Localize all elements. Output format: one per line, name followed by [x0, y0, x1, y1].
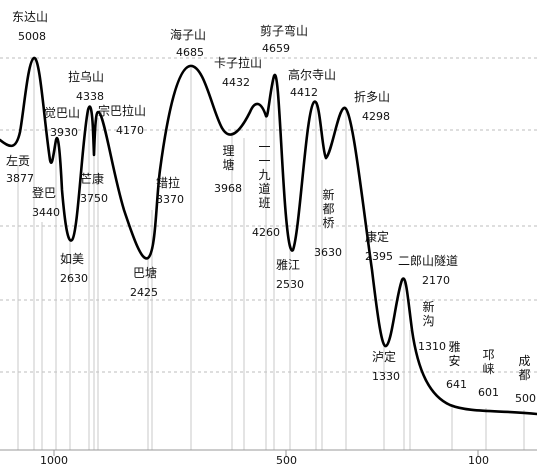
station-name: 东达山 [12, 10, 49, 24]
station-name: 海子山 [170, 28, 207, 42]
station-name: 巴塘 [133, 266, 158, 280]
station-elevation: 3440 [32, 206, 60, 219]
station-elevation: 4685 [176, 46, 204, 59]
station-elevation: 4432 [222, 76, 250, 89]
station-elevation: 3930 [50, 126, 78, 139]
station-elevation: 3968 [214, 182, 242, 195]
x-axis-ticks [53, 450, 479, 456]
station-elevation: 2425 [130, 286, 158, 299]
station-elevation: 641 [446, 378, 467, 391]
station-elevation: 601 [478, 386, 499, 399]
station-elevation: 4170 [116, 124, 144, 137]
station-name: 宗巴拉山 [98, 104, 147, 118]
station-elevation: 1330 [372, 370, 400, 383]
station-elevation: 2530 [276, 278, 304, 291]
station-name: 新沟 [422, 300, 435, 328]
station-elevation: 2630 [60, 272, 88, 285]
station-elevation: 1310 [418, 340, 446, 353]
station-name: 高尔寺山 [288, 68, 337, 82]
station-name: 雅江 [276, 258, 301, 272]
station-elevation: 4412 [290, 86, 318, 99]
station-elevation: 4260 [252, 226, 280, 239]
station-elevation: 4298 [362, 110, 390, 123]
station-name: 康定 [365, 230, 390, 244]
station-name: 芒康 [80, 172, 105, 186]
x-tick-label: 500 [276, 454, 297, 467]
x-tick-label: 1000 [40, 454, 68, 467]
station-elevation: 4338 [76, 90, 104, 103]
station-elevation: 2170 [422, 274, 450, 287]
station-name: 卡子拉山 [214, 56, 263, 70]
station-elevation: 5008 [18, 30, 46, 43]
elevation-curve [0, 56, 537, 416]
station-elevation: 3750 [80, 192, 108, 205]
station-name: 新都桥 [322, 188, 335, 230]
station-guide-lines [17, 60, 525, 450]
station-name: 错拉 [156, 176, 181, 190]
station-name: 觉巴山 [44, 106, 81, 120]
station-name: 登巴 [32, 186, 57, 200]
station-elevation: 500 [515, 392, 536, 405]
station-name: 一一九道班 [258, 140, 271, 210]
station-elevation: 3877 [6, 172, 34, 185]
station-name: 折多山 [354, 90, 391, 104]
station-name: 成都 [518, 354, 531, 382]
station-elevation: 4659 [262, 42, 290, 55]
station-name: 如美 [60, 252, 85, 266]
station-elevation: 2395 [365, 250, 393, 263]
station-elevation: 3370 [156, 193, 184, 206]
station-name: 泸定 [372, 350, 397, 364]
station-name: 剪子弯山 [260, 24, 309, 38]
station-name: 左贡 [6, 154, 31, 168]
station-elevation: 3630 [314, 246, 342, 259]
station-name: 邛崃 [482, 348, 495, 376]
x-tick-label: 100 [468, 454, 489, 467]
station-name: 雅安 [448, 340, 461, 368]
station-name: 理塘 [222, 144, 235, 172]
station-name: 二郎山隧道 [398, 254, 459, 268]
station-name: 拉乌山 [68, 70, 105, 84]
